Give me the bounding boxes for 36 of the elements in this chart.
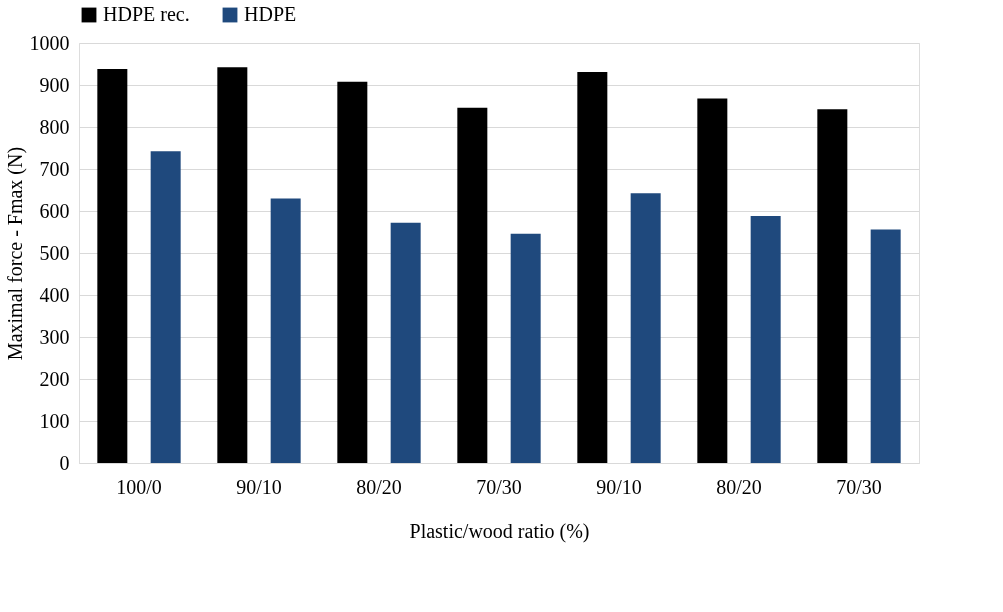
legend-label: HDPE [244,3,297,25]
x-axis-title: Plastic/wood ratio (%) [409,519,590,543]
bar [510,233,541,463]
bar [630,193,661,463]
x-tick-label: 90/10 [596,475,642,498]
bar [270,198,301,463]
y-axis-title: Maximal force - Fmax (N) [3,146,27,361]
bar [217,67,248,463]
y-tick-label: 400 [39,283,70,306]
y-tick-label: 800 [39,115,70,138]
bar [577,71,608,463]
x-tick-label: 90/10 [236,475,282,498]
y-tick-label: 900 [39,73,70,96]
bar [457,107,488,463]
bar [870,229,901,463]
bar [150,151,181,463]
y-tick-label: 600 [39,199,70,222]
y-tick-label: 100 [39,409,70,432]
x-tick-label: 70/30 [836,475,882,498]
y-tick-label: 700 [39,157,70,180]
bar [97,69,128,463]
y-tick-label: 1000 [29,31,70,54]
x-tick-label: 70/30 [476,475,522,498]
bar [390,222,421,463]
bar [817,109,848,463]
bar [337,81,368,463]
y-tick-label: 200 [39,367,70,390]
legend-label: HDPE rec. [103,3,190,25]
x-tick-label: 80/20 [356,475,402,498]
x-tick-label: 100/0 [116,475,162,498]
bar [697,98,728,463]
bar [750,216,781,463]
x-tick-label: 80/20 [716,475,762,498]
y-tick-label: 500 [39,241,70,264]
y-tick-label: 300 [39,325,70,348]
y-tick-label: 0 [59,451,70,474]
